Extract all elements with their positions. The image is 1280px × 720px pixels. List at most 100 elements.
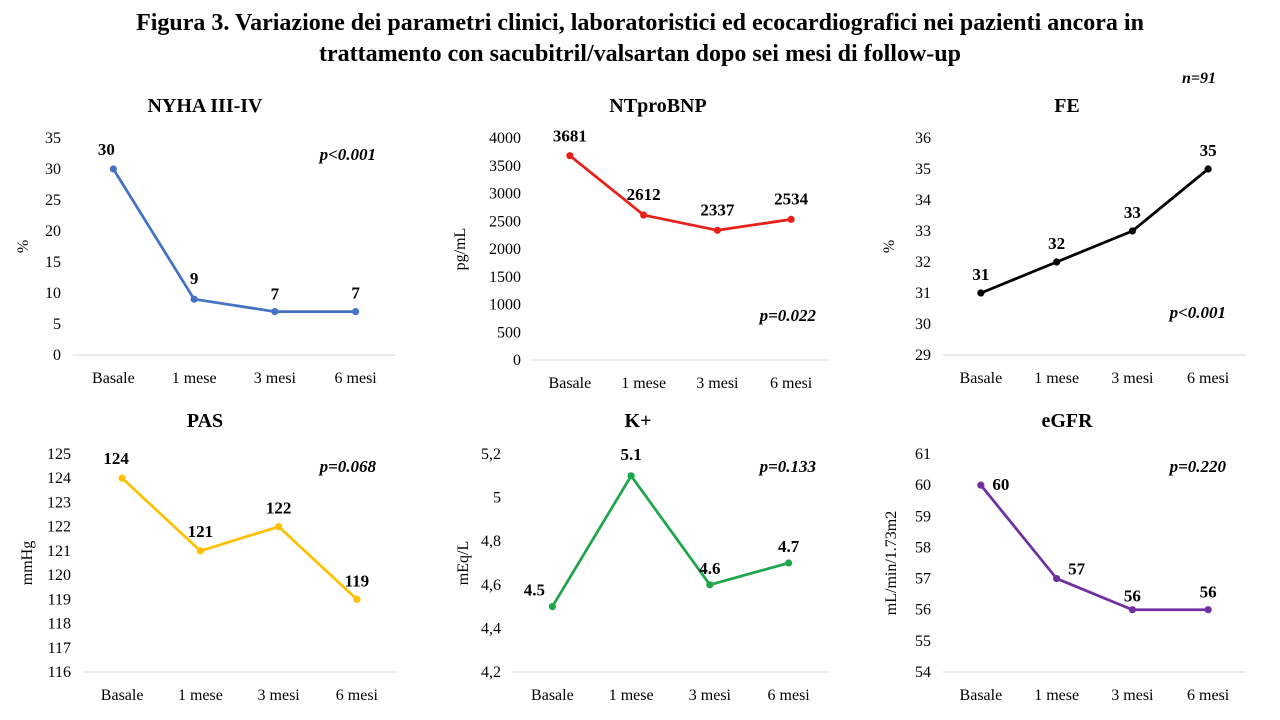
data-point [713,226,721,234]
x-tick-label: 1 mese [1034,687,1079,704]
data-label: 122 [266,499,292,518]
series-line [112,168,356,313]
data-point [118,474,126,482]
y-tick-label: 4,2 [481,664,501,681]
data-label: 119 [345,571,370,590]
data-label: 57 [1068,560,1086,579]
figure-title-line1: Figura 3. Variazione dei parametri clini… [136,10,1144,36]
y-tick-label: 3000 [489,186,521,203]
y-tick-label: 56 [915,602,931,619]
y-tick-label: 116 [48,664,71,681]
data-label: 60 [992,475,1009,494]
y-axis-label: mEq/L [455,541,472,585]
x-tick-label: 6 mesi [1187,687,1230,704]
sample-size-label: n=91 [1182,70,1217,87]
y-tick-label: 4,8 [481,533,501,550]
x-tick-label: 6 mesi [336,687,379,704]
chart-egfr: eGFR 54 55 56 57 58 59 60 61 mL/min/1.73m2 Basale 1… [883,410,1246,704]
x-tick-label: 6 mesi [1187,370,1230,387]
data-point [196,547,204,555]
y-tick-label: 15 [45,254,61,271]
data-point [566,152,574,160]
y-tick-label: 34 [915,192,931,209]
y-tick-label: 32 [915,254,931,271]
figure-title: Figura 3. Variazione dei parametri clini… [0,8,1280,70]
data-label: 9 [190,269,199,288]
p-value-label: p=0.068 [318,457,377,476]
x-tick-label: Basale [549,375,592,392]
y-tick-label: 55 [915,633,931,650]
x-tick-label: 1 mese [172,370,217,387]
y-tick-label: 4,6 [481,577,501,594]
x-tick-label: Basale [960,687,1003,704]
y-tick-label: 2500 [489,213,521,230]
y-tick-label: 0 [513,352,521,369]
figure-title-line2: trattamento con sacubitril/valsartan dop… [319,41,961,67]
data-point [640,211,648,219]
data-label: 56 [1200,583,1217,602]
data-label: 2612 [627,185,661,204]
y-tick-label: 5,2 [481,446,501,463]
y-tick-label: 117 [48,640,71,657]
x-tick-label: 1 mese [621,375,666,392]
data-point [548,603,556,611]
chart-title: FE [1054,95,1080,117]
y-tick-label: 121 [47,543,71,560]
series-line [551,474,789,608]
data-label: 2534 [774,189,809,208]
y-axis-label: % [15,240,32,253]
data-label: 121 [188,522,214,541]
x-tick-label: 3 mesi [1111,687,1154,704]
y-tick-label: 35 [45,130,61,147]
data-label: 56 [1124,587,1141,606]
y-axis-label: mmHg [19,541,36,585]
chart-pas: PAS 116 117 118 119 120 121 122 123 124 125 mmHg Bas… [19,410,396,704]
y-tick-label: 30 [45,161,61,178]
y-tick-label: 125 [47,446,71,463]
chart-ntprobnp: NTproBNP 0 500 1000 1500 2000 2500 3000 3500 4000… [452,95,828,392]
data-point [977,289,985,297]
y-tick-label: 4000 [489,130,521,147]
chart-title: PAS [187,410,223,432]
data-label: 3681 [553,127,587,146]
series-line [979,484,1209,612]
data-label: 30 [98,140,115,159]
y-tick-label: 124 [47,470,71,487]
x-tick-label: 6 mesi [770,375,813,392]
y-tick-label: 58 [915,539,931,556]
y-tick-label: 1000 [489,297,521,314]
y-tick-label: 54 [915,664,931,681]
series-line [980,167,1209,295]
p-value-label: p=0.133 [758,457,817,476]
data-point [706,581,714,589]
y-tick-label: 122 [47,519,71,536]
y-tick-label: 60 [915,477,931,494]
data-point [1204,606,1212,614]
x-tick-label: 1 mese [1034,370,1079,387]
x-tick-label: Basale [531,687,574,704]
y-tick-label: 33 [915,223,931,240]
data-point [785,559,793,567]
series-line [121,477,358,601]
data-point [627,472,635,480]
y-tick-label: 0 [53,347,61,364]
data-label: 4.5 [524,581,545,600]
y-tick-label: 29 [915,347,931,364]
p-value-label: p<0.001 [318,145,376,164]
data-point [1128,227,1136,235]
y-tick-label: 30 [915,316,931,333]
y-tick-label: 57 [915,571,931,588]
y-tick-label: 31 [915,285,931,302]
data-point [109,165,117,173]
y-tick-label: 35 [915,161,931,178]
data-point [1053,574,1061,583]
y-axis-label: mL/min/1.73m2 [883,511,900,615]
y-tick-label: 10 [45,285,61,302]
x-tick-label: Basale [92,370,135,387]
y-tick-label: 500 [497,324,521,341]
data-point [1128,606,1136,614]
y-tick-label: 123 [47,494,71,511]
y-tick-label: 5 [53,316,61,333]
x-tick-label: 6 mesi [335,370,378,387]
data-point [353,595,361,603]
